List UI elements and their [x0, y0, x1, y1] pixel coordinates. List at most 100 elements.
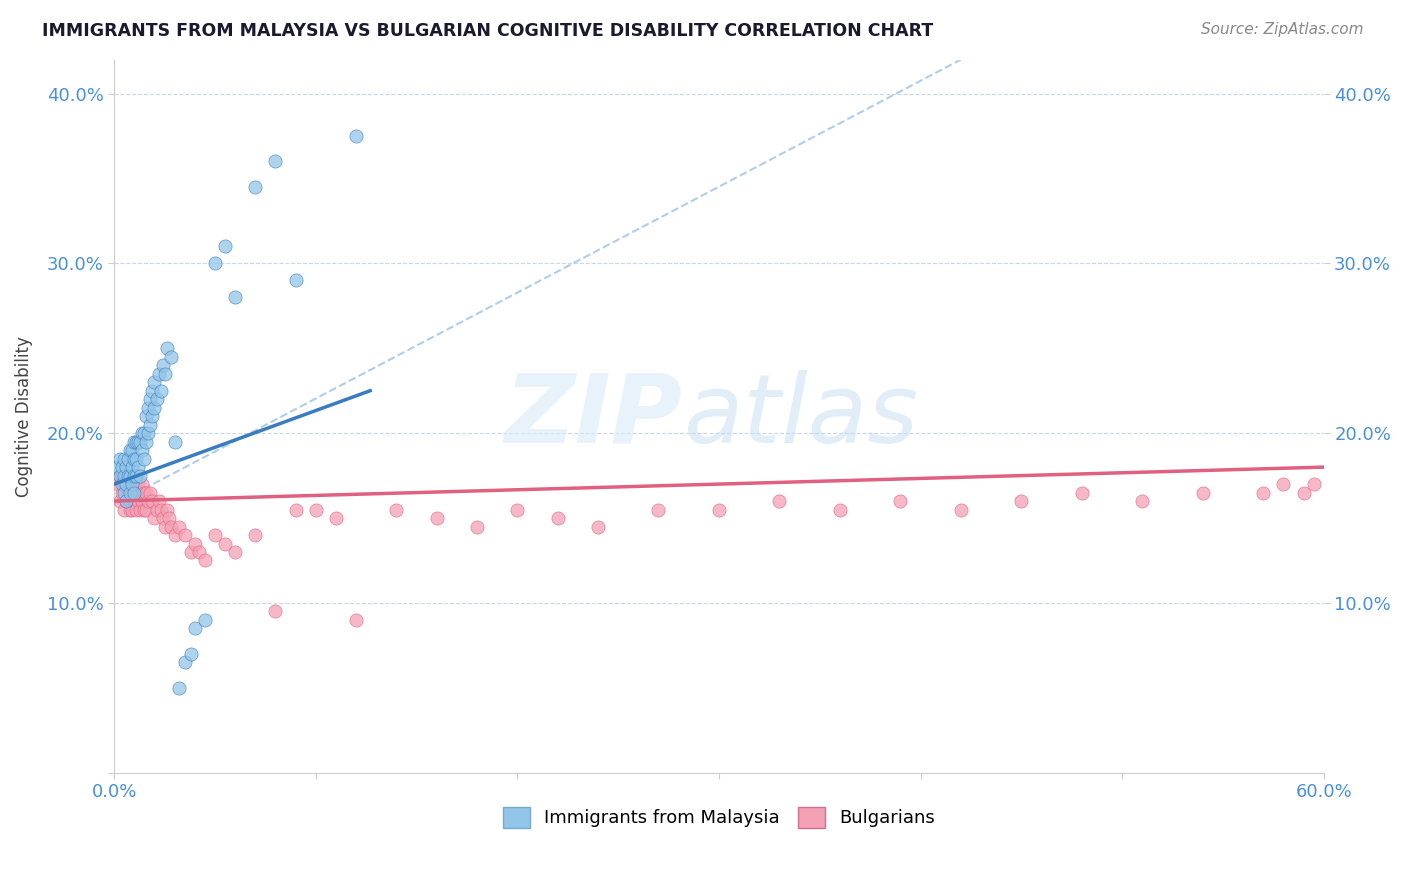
Point: [131, 426, 153, 441]
Text: IMMIGRANTS FROM MALAYSIA VS BULGARIAN COGNITIVE DISABILITY CORRELATION CHART: IMMIGRANTS FROM MALAYSIA VS BULGARIAN CO…: [42, 22, 934, 40]
Point: [129, 485, 152, 500]
Point: [111, 468, 134, 483]
Point: [214, 239, 236, 253]
Point: [139, 485, 162, 500]
Point: [157, 511, 180, 525]
Point: [134, 451, 156, 466]
Point: [117, 468, 139, 483]
Point: [245, 180, 267, 194]
Point: [139, 417, 162, 432]
Point: [647, 502, 669, 516]
Point: [1130, 494, 1153, 508]
Point: [586, 519, 609, 533]
Text: Source: ZipAtlas.com: Source: ZipAtlas.com: [1201, 22, 1364, 37]
Point: [214, 536, 236, 550]
Point: [121, 460, 143, 475]
Point: [155, 502, 177, 516]
Point: [120, 468, 142, 483]
Point: [121, 477, 143, 491]
Point: [426, 511, 449, 525]
Point: [173, 528, 195, 542]
Point: [224, 545, 246, 559]
Point: [117, 485, 139, 500]
Point: [245, 528, 267, 542]
Point: [110, 451, 132, 466]
Y-axis label: Cognitive Disability: Cognitive Disability: [15, 335, 32, 497]
Point: [949, 502, 972, 516]
Point: [131, 494, 153, 508]
Point: [1070, 485, 1092, 500]
Point: [143, 375, 166, 389]
Point: [135, 434, 157, 449]
Point: [117, 451, 139, 466]
Point: [159, 350, 181, 364]
Point: [385, 502, 408, 516]
Point: [127, 477, 149, 491]
Point: [115, 477, 138, 491]
Point: [125, 485, 148, 500]
Point: [465, 519, 488, 533]
Point: [127, 434, 149, 449]
Point: [1302, 477, 1324, 491]
Point: [129, 434, 152, 449]
Point: [152, 511, 174, 525]
Point: [112, 485, 135, 500]
Point: [167, 681, 190, 695]
Point: [124, 494, 146, 508]
Point: [134, 426, 156, 441]
Point: [111, 460, 134, 475]
Point: [141, 494, 163, 508]
Point: [768, 494, 790, 508]
Point: [120, 502, 142, 516]
Point: [131, 443, 153, 458]
Point: [149, 384, 172, 398]
Point: [204, 256, 226, 270]
Point: [153, 519, 176, 533]
Point: [124, 477, 146, 491]
Point: [180, 545, 202, 559]
Point: [111, 485, 134, 500]
Point: [155, 341, 177, 355]
Point: [125, 434, 148, 449]
Point: [124, 485, 146, 500]
Point: [163, 528, 186, 542]
Point: [129, 502, 152, 516]
Point: [167, 519, 190, 533]
Point: [112, 468, 135, 483]
Point: [107, 460, 129, 475]
Point: [264, 154, 287, 169]
Point: [115, 494, 138, 508]
Point: [121, 502, 143, 516]
Point: [344, 613, 367, 627]
Point: [134, 502, 156, 516]
Point: [159, 519, 181, 533]
Point: [187, 545, 209, 559]
Point: [163, 434, 186, 449]
Point: [139, 392, 162, 407]
Point: [120, 443, 142, 458]
Point: [1272, 477, 1295, 491]
Point: [204, 528, 226, 542]
Point: [127, 494, 149, 508]
Point: [107, 477, 129, 491]
Point: [112, 451, 135, 466]
Point: [141, 409, 163, 424]
Point: [828, 502, 851, 516]
Point: [173, 656, 195, 670]
Point: [148, 494, 170, 508]
Point: [124, 434, 146, 449]
Point: [1191, 485, 1213, 500]
Point: [125, 468, 148, 483]
Point: [143, 401, 166, 415]
Point: [110, 468, 132, 483]
Point: [707, 502, 730, 516]
Point: [184, 536, 207, 550]
Point: [1251, 485, 1274, 500]
Point: [547, 511, 569, 525]
Point: [224, 290, 246, 304]
Point: [111, 477, 134, 491]
Point: [1292, 485, 1315, 500]
Point: [121, 443, 143, 458]
Point: [129, 468, 152, 483]
Point: [264, 604, 287, 618]
